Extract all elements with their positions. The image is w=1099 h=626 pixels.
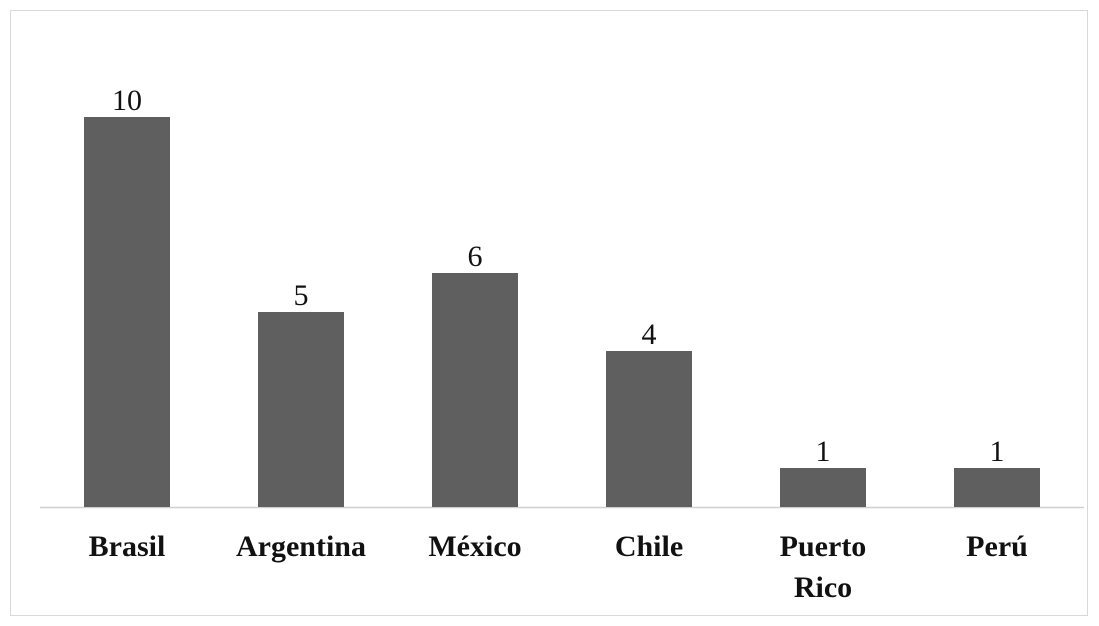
category-label-line: México: [428, 530, 521, 563]
bar-méxico: [432, 273, 518, 507]
data-label: 5: [294, 279, 309, 312]
bars-group: [84, 117, 1040, 507]
category-label: Chile: [615, 530, 683, 563]
bar-puerto-rico: [780, 468, 866, 507]
data-label: 1: [990, 435, 1005, 468]
category-label-line: Brasil: [89, 530, 166, 563]
category-label-line: Rico: [794, 571, 852, 604]
data-labels-group: 10 5 6 4 1 1: [112, 84, 1005, 468]
category-label: México: [428, 530, 521, 563]
category-label: Argentina: [236, 530, 366, 563]
category-labels-group: Brasil Argentina México Chile Puerto Rico Perú: [89, 530, 1028, 604]
bar-argentina: [258, 312, 344, 507]
bar-perú: [954, 468, 1040, 507]
category-label: Puerto Rico: [780, 530, 867, 604]
category-label-line: Argentina: [236, 530, 366, 563]
category-label: Perú: [966, 530, 1028, 563]
chart-frame: [10, 10, 1088, 616]
category-label-line: Perú: [966, 530, 1028, 563]
bar-brasil: [84, 117, 170, 507]
category-label-line: Chile: [615, 530, 683, 563]
bar-chile: [606, 351, 692, 507]
data-label: 6: [468, 240, 483, 273]
data-label: 1: [816, 435, 831, 468]
data-label: 4: [642, 318, 657, 351]
category-label-line: Puerto: [780, 530, 867, 563]
data-label: 10: [112, 84, 142, 117]
category-label: Brasil: [89, 530, 166, 563]
